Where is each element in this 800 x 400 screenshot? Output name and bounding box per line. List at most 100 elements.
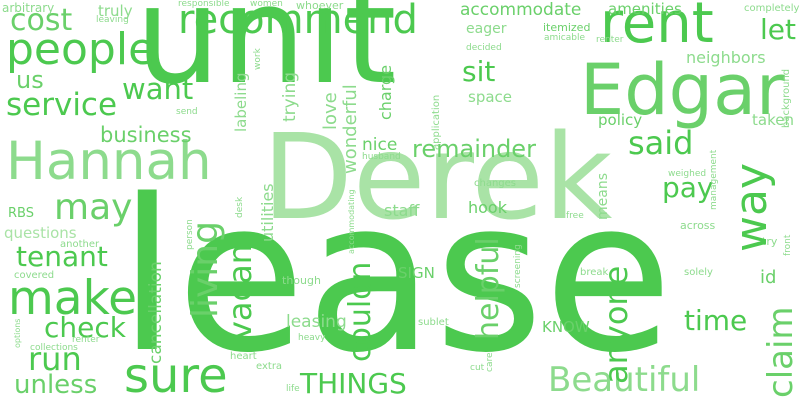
word-hook: hook [468, 198, 507, 217]
word-claim: claim [761, 306, 800, 398]
word-work: work [253, 48, 263, 70]
word-screening: screening [513, 244, 523, 288]
word-solely: solely [684, 267, 713, 278]
word-another: another [60, 239, 100, 250]
word-labeling: labeling [232, 72, 250, 132]
word-arbitrary: arbitrary [2, 1, 55, 15]
word-love: love [320, 92, 341, 130]
word-cancellation: cancellation [146, 261, 166, 364]
word-changes: changes [474, 178, 517, 189]
word-rent: rent [600, 0, 714, 56]
word-covered: covered [14, 270, 55, 281]
word-whoever: whoever [296, 0, 344, 12]
word-management: management [709, 149, 719, 210]
word-means: means [595, 173, 611, 220]
word-sure: sure [124, 348, 228, 400]
word-weighed: weighed [668, 169, 707, 179]
word-leaving: leaving [96, 15, 129, 25]
word-utilities: utilities [258, 183, 277, 242]
word-beautiful: Beautiful [548, 360, 701, 400]
word-charge: charge [376, 64, 395, 120]
word-trying: trying [280, 71, 300, 122]
word-space: space [468, 88, 513, 106]
word-sit: sit [462, 55, 496, 88]
word-may: may [54, 187, 133, 228]
word-accommodate: accommodate [460, 0, 582, 20]
word-sign: SIGN [398, 264, 435, 282]
word-questions: questions [4, 224, 77, 242]
word-sublet: sublet [418, 317, 449, 328]
word-make: make [8, 271, 138, 326]
word-try: try [762, 235, 778, 248]
word-people: people [6, 24, 156, 75]
word-amenities: amenities [608, 0, 682, 18]
word-application: application [431, 94, 442, 150]
word-husband: husband [362, 152, 401, 162]
word-rbs: RBS [8, 206, 34, 221]
word-things: THINGS [300, 367, 407, 400]
word-women: women [250, 0, 283, 9]
word-pay: pay [662, 171, 714, 204]
word-us: us [16, 66, 44, 94]
word-though: though [282, 274, 321, 287]
word-options: options [13, 318, 22, 348]
word-taken: taken [752, 111, 794, 129]
word-break: break [580, 267, 609, 278]
word-life: life [286, 384, 300, 394]
word-service: service [6, 87, 118, 123]
word-recommend: recommend [178, 0, 418, 43]
word-let: let [760, 13, 796, 46]
word-way: way [726, 163, 777, 252]
word-time: time [684, 304, 748, 337]
word-edgar: Edgar [580, 49, 785, 131]
word-amicable: amicable [544, 33, 585, 43]
word-check: check [44, 311, 126, 344]
word-collections: collections [30, 343, 78, 353]
word-completely: completely [744, 3, 800, 14]
word-responsible: responsible [178, 0, 230, 9]
word-leasing: leasing [286, 312, 347, 332]
word-unit: unit [135, 0, 397, 114]
word-vacant: vacant [221, 231, 259, 340]
word-person: person [185, 219, 195, 250]
word-itemized: itemized [543, 21, 591, 34]
word-decided: decided [466, 43, 502, 53]
word-anyone: anyone [597, 265, 635, 384]
word-renter-2: renter [72, 335, 100, 345]
word-unless: unless [14, 370, 98, 400]
word-tenant: tenant [16, 240, 108, 273]
word-send: send [176, 107, 198, 117]
word-want: want [122, 72, 194, 106]
word-extra: extra [256, 361, 283, 372]
word-wonderful: wonderful [340, 84, 361, 174]
word-helpful: helpful [471, 237, 506, 340]
word-know: KNOW [542, 318, 590, 336]
word-accommodating: accommodating [347, 189, 356, 254]
word-front: front [783, 234, 793, 256]
word-heavy: heavy [298, 333, 326, 343]
word-couldn: couldn [343, 261, 378, 362]
word-nice: nice [362, 135, 398, 155]
word-run: run [28, 340, 82, 378]
word-eager: eager [466, 21, 507, 37]
word-said: said [628, 124, 694, 162]
word-background: background [781, 68, 792, 128]
word-derek: Derek [262, 108, 613, 246]
word-heart: heart [230, 351, 257, 362]
word-remainder: remainder [412, 135, 536, 163]
word-truly: truly [98, 2, 133, 20]
word-staff: staff [384, 201, 420, 220]
word-desk: desk [235, 196, 245, 218]
word-neighbors: neighbors [686, 48, 766, 67]
word-id: id [760, 267, 777, 288]
word-business: business [100, 123, 192, 147]
word-free: free [566, 211, 584, 221]
word-policy: policy [598, 111, 643, 129]
word-lease: lease [118, 154, 673, 399]
word-cut: cut [470, 363, 485, 373]
word-renter: renter [596, 35, 624, 45]
word-across: across [680, 219, 716, 232]
word-hannah: Hannah [6, 131, 212, 192]
word-cost: cost [10, 3, 73, 38]
